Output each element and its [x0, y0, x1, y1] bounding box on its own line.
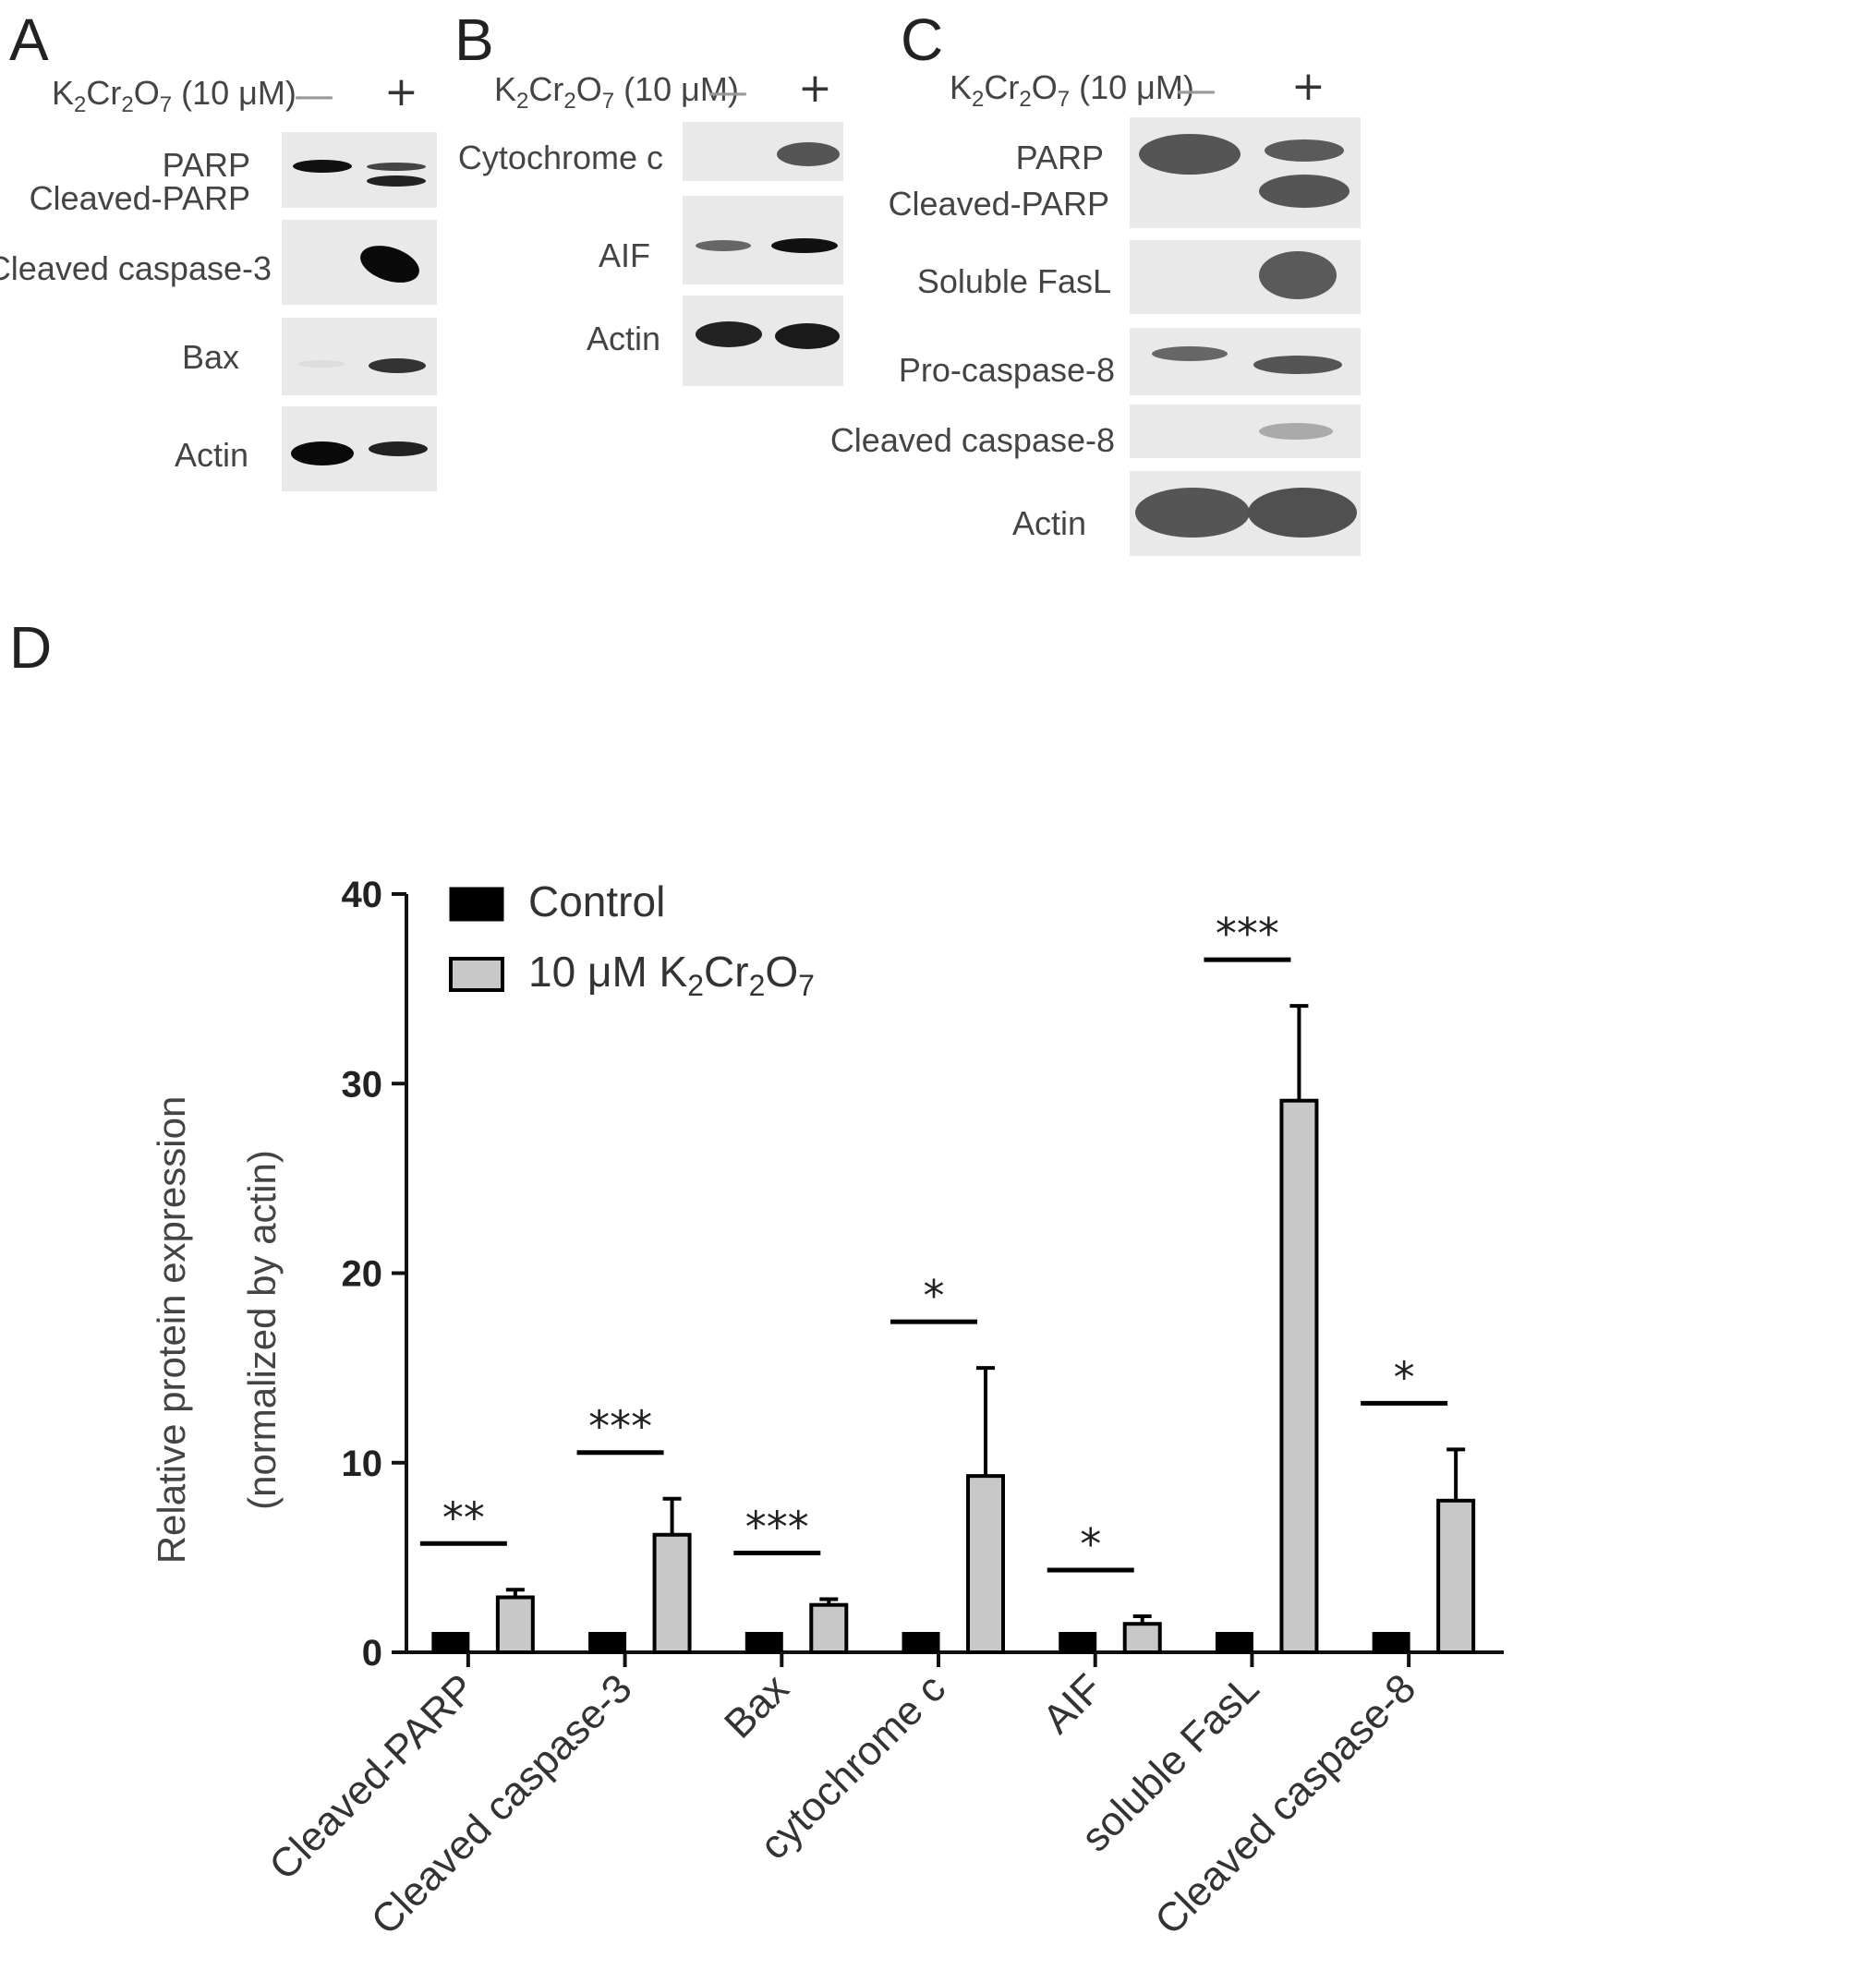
panel-letter-b: B [454, 6, 494, 73]
blot-c-cleaved-caspase-8 [1130, 405, 1361, 458]
y-axis-label-line2: (normalized by actin) [240, 1150, 284, 1510]
blot-label-c-cleaved-caspase-8: Cleaved caspase-8 [829, 421, 1115, 459]
blot-label-a-parp: PARP [162, 146, 250, 184]
blot-c-pro-caspase-8 [1130, 328, 1361, 395]
blot-label-a-cleaved-caspase-3: Cleaved caspase-3 [0, 249, 272, 287]
bar-control [1372, 1631, 1410, 1654]
bar-treated [966, 1474, 1005, 1654]
blot-label-b-actin: Actin [586, 320, 660, 357]
blot-c-actin [1130, 471, 1361, 556]
plus-sign-b: + [798, 65, 832, 112]
blot-a-parp [282, 132, 437, 208]
bar-treated [1279, 1098, 1319, 1655]
y-axis-label-line1: Relative protein expression [150, 1096, 193, 1565]
minus-sign-c: — [1176, 66, 1216, 114]
bar-treated [1122, 1622, 1162, 1655]
blot-a-actin [282, 406, 437, 491]
treatment-label-b: K2Cr2O7 (10 μM) [494, 70, 739, 115]
y-tick-label: 10 [342, 1444, 383, 1484]
x-category-label: Cleaved caspase-8 [1146, 1665, 1424, 1943]
blot-a-bax [282, 318, 437, 395]
y-tick-label: 0 [362, 1633, 382, 1674]
blot-label-c-pro-caspase-8: Pro-caspase-8 [898, 351, 1115, 389]
y-tick-label: 20 [342, 1254, 383, 1295]
blot-c-parp [1130, 117, 1361, 228]
significance-stars: ** [442, 1493, 485, 1542]
bar-treated [809, 1602, 849, 1654]
blot-label-a-bax: Bax [181, 338, 239, 376]
y-tick-label: 40 [342, 875, 383, 915]
bar-control [588, 1631, 627, 1654]
blot-label-b-aif: AIF [598, 236, 650, 274]
bar-control [744, 1631, 783, 1654]
blot-a-cleaved-caspase-3 [282, 220, 437, 305]
blot-label-a-cleaved-parp: Cleaved-PARP [29, 179, 250, 217]
significance-stars: * [924, 1271, 945, 1321]
legend-swatch-treated [449, 957, 504, 992]
bar-control [1215, 1631, 1253, 1654]
blot-b-cytochrome-c [683, 122, 843, 181]
treatment-label-c: K2Cr2O7 (10 μM) [950, 68, 1194, 113]
bar-treated [495, 1595, 535, 1654]
bar-chart: Relative protein expression (normalized … [150, 875, 1504, 1943]
minus-sign-b: — [708, 68, 748, 115]
panel-letter-a: A [9, 6, 49, 73]
minus-sign-a: — [294, 72, 334, 119]
treatment-label-a: K2Cr2O7 (10 μM) [52, 74, 297, 118]
bar-control [431, 1631, 470, 1654]
legend-label-treated: 10 μM K2Cr2O7 [528, 948, 815, 1002]
panel-letter-c: C [901, 6, 944, 73]
significance-stars: * [1080, 1519, 1101, 1569]
panel-letter-d: D [9, 614, 53, 681]
significance-stars: *** [745, 1503, 809, 1553]
plus-sign-a: + [384, 68, 418, 115]
blot-label-c-cleaved-parp: Cleaved-PARP [888, 185, 1109, 223]
plus-sign-c: + [1291, 63, 1325, 110]
blot-label-c-soluble-fasl: Soluble FasL [916, 262, 1111, 300]
x-category-label: AIF [1035, 1665, 1111, 1742]
blot-b-aif [683, 196, 843, 284]
blot-label-b-cytochrome-c: Cytochrome c [457, 139, 663, 176]
blot-label-c-actin: Actin [1011, 504, 1086, 542]
legend-swatch-control [449, 887, 504, 922]
bar-treated [1436, 1498, 1476, 1654]
significance-stars: *** [588, 1402, 652, 1452]
blot-b-actin [683, 296, 843, 386]
blot-label-c-parp: PARP [1015, 139, 1104, 176]
significance-stars: *** [1216, 909, 1279, 959]
x-category-label: Cleaved caspase-3 [363, 1665, 641, 1943]
bar-control [902, 1631, 940, 1654]
blot-c-soluble-fasl [1130, 240, 1361, 314]
blot-label-a-actin: Actin [174, 436, 248, 474]
significance-stars: * [1394, 1352, 1415, 1402]
y-tick-label: 30 [342, 1064, 383, 1105]
bar-control [1059, 1631, 1097, 1654]
legend-label-control: Control [528, 877, 665, 925]
bar-treated [652, 1532, 692, 1654]
x-category-label: Bax [716, 1665, 797, 1746]
